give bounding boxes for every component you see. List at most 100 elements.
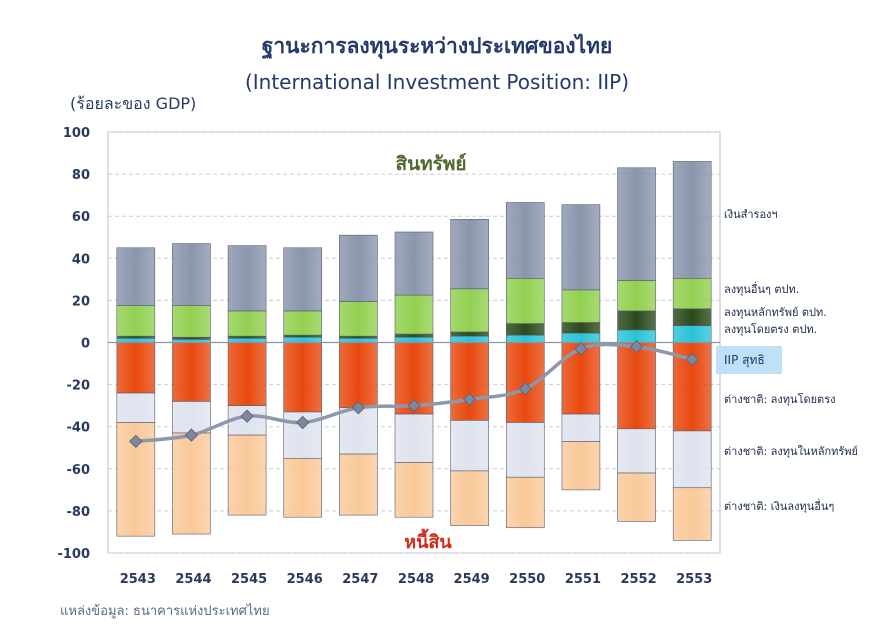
bar-reserves — [339, 234, 378, 302]
series-label-reserves: เงินสำรองฯ — [724, 208, 778, 221]
bar-fdi_assets — [283, 336, 323, 343]
y-tick-label: -40 — [67, 421, 91, 436]
bar-reserves — [505, 202, 545, 279]
bar-portfolio_assets — [450, 331, 489, 337]
bar-fdi_liab — [116, 342, 156, 394]
bar-fdi_liab — [283, 342, 323, 413]
series-label-fdi_assets: ลงทุนโดยตรง ตปท. — [724, 322, 817, 336]
series-label-other_liab: ต่างชาติ: เงินลงทุนอื่นๆ — [724, 498, 834, 513]
series-label-other_inv_assets: ลงทุนอื่นๆ ตปท. — [724, 281, 799, 296]
y-axis-unit-label: (ร้อยละของ GDP) — [70, 94, 197, 113]
x-tick-label: 2543 — [120, 572, 156, 587]
bar-portfolio_assets — [172, 336, 211, 340]
bar-other_inv_assets — [227, 310, 267, 337]
bar-fdi_assets — [505, 334, 545, 343]
legend-iip-net: IIP สุทธิ — [716, 346, 782, 374]
iip-net-point — [518, 382, 532, 396]
bar-fdi_assets — [450, 335, 489, 343]
bar-other_inv_assets — [394, 294, 434, 335]
iip-net-point — [240, 409, 254, 423]
bar-other_inv_assets — [617, 280, 656, 312]
bar-reserves — [283, 247, 323, 312]
bar-fdi_liab — [450, 342, 489, 421]
bar-portfolio_assets — [227, 335, 267, 339]
iip-net-point — [685, 352, 699, 367]
bar-portfolio_assets — [283, 334, 323, 338]
bar-other_liab — [339, 453, 378, 516]
bar-portfolio_assets — [505, 323, 545, 336]
bar-other_liab — [561, 441, 601, 491]
iip-net-point — [407, 398, 421, 413]
bar-other_inv_assets — [283, 310, 323, 336]
bar-reserves — [561, 204, 601, 291]
iip-net-point — [296, 415, 310, 430]
bar-portfolio_liab — [116, 392, 156, 423]
iip-net-point — [129, 434, 143, 449]
bar-portfolio_assets — [394, 333, 434, 338]
bar-fdi_liab — [617, 342, 656, 430]
x-tick-label: 2549 — [454, 572, 490, 587]
bar-portfolio_assets — [116, 335, 156, 339]
bar-reserves — [450, 219, 489, 290]
y-tick-label: -20 — [67, 379, 91, 394]
bar-other_inv_assets — [116, 305, 156, 337]
x-tick-label: 2550 — [509, 572, 545, 587]
bar-other_inv_assets — [172, 305, 211, 338]
x-tick-label: 2544 — [175, 572, 211, 587]
bar-other_liab — [172, 432, 211, 535]
y-tick-label: 20 — [72, 294, 90, 309]
series-label-portfolio_assets: ลงทุนหลักทรัพย์ ตปท. — [724, 306, 827, 319]
x-tick-label: 2545 — [231, 572, 267, 587]
bar-reserves — [672, 161, 712, 279]
bar-reserves — [617, 167, 656, 281]
x-tick-label: 2547 — [342, 572, 378, 587]
bar-portfolio_liab — [617, 428, 656, 474]
assets-group-label: สินทรัพย์ — [396, 153, 467, 175]
bar-portfolio_liab — [561, 413, 601, 442]
source-note: แหล่งข้อมูล: ธนาคารแห่งประเทศไทย — [60, 604, 270, 619]
bar-portfolio_liab — [505, 422, 545, 478]
bar-portfolio_liab — [339, 407, 378, 455]
series-label-portfolio_liab: ต่างชาติ: ลงทุนในหลักทรัพย์ — [724, 445, 858, 458]
x-tick-label: 2551 — [565, 572, 601, 587]
bar-other_inv_assets — [561, 289, 601, 323]
bar-other_liab — [450, 470, 489, 526]
x-tick-label: 2548 — [398, 572, 434, 587]
y-tick-label: 60 — [72, 210, 90, 225]
bar-portfolio_liab — [172, 401, 211, 434]
chart-title: ฐานะการลงทุนระหว่างประเทศของไทย — [261, 34, 613, 58]
y-tick-label: 40 — [72, 252, 90, 267]
bar-portfolio_liab — [672, 430, 712, 489]
bar-fdi_assets — [227, 337, 267, 343]
y-tick-label: -60 — [67, 463, 91, 478]
bar-other_liab — [283, 457, 323, 518]
y-tick-label: 80 — [72, 168, 90, 183]
chart-subtitle: (International Investment Position: IIP) — [244, 70, 630, 94]
y-tick-label: -80 — [67, 505, 91, 520]
x-tick-label: 2552 — [620, 572, 656, 587]
bar-portfolio_assets — [339, 335, 378, 339]
bar-reserves — [172, 243, 211, 306]
bar-portfolio_liab — [450, 420, 489, 472]
bar-fdi_assets — [394, 336, 434, 343]
bar-portfolio_assets — [617, 310, 656, 331]
bar-other_liab — [394, 462, 434, 518]
bar-reserves — [394, 231, 434, 296]
x-tick-label: 2553 — [676, 572, 712, 587]
bar-portfolio_assets — [672, 308, 712, 326]
bar-fdi_liab — [172, 342, 211, 402]
y-tick-label: -100 — [57, 547, 90, 562]
iip-net-point — [462, 392, 477, 407]
bar-portfolio_assets — [561, 322, 601, 334]
iip-net-point — [629, 340, 644, 354]
iip-net-point — [351, 401, 366, 415]
bar-fdi_assets — [672, 325, 712, 343]
liabilities-group-label: หนี้สิน — [404, 528, 452, 553]
series-label-fdi_liab: ต่างชาติ: ลงทุนโดยตรง — [724, 392, 835, 406]
bar-reserves — [116, 247, 156, 306]
bar-other_liab — [505, 476, 545, 529]
bar-fdi_assets — [116, 337, 156, 343]
iip-net-point — [184, 428, 199, 442]
bar-other_inv_assets — [505, 277, 545, 324]
